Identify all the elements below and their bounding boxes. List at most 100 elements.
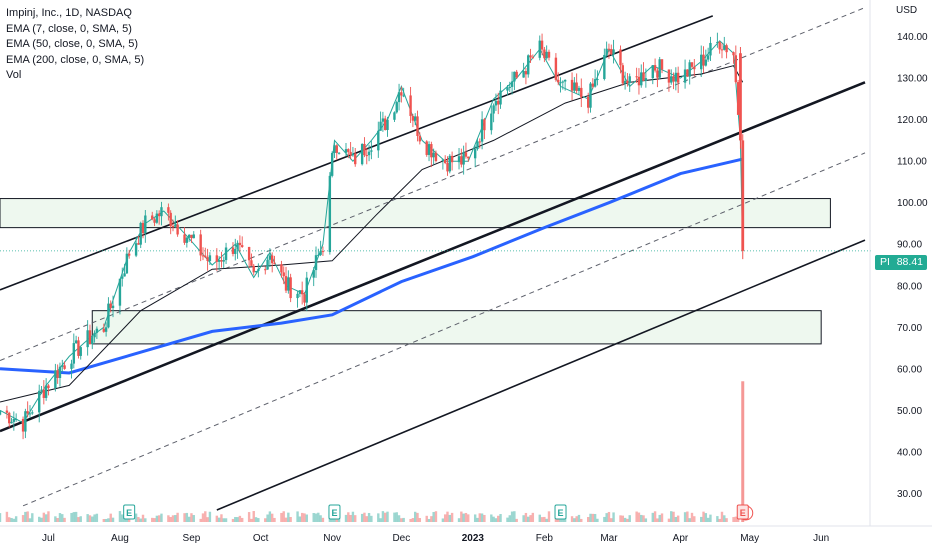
volume-bar [672, 511, 675, 522]
volume-bar [577, 514, 581, 522]
last-price-value: 88.41 [896, 256, 923, 268]
legend-title[interactable]: Impinj, Inc., 1D, NASDAQ [6, 7, 132, 19]
candle-body [644, 78, 648, 81]
candle-body [529, 55, 532, 58]
candle-body [21, 418, 25, 432]
volume-bar [492, 516, 495, 522]
volume-bar [686, 511, 689, 522]
candle-body [241, 245, 244, 247]
y-tick-label: 140.00 [897, 32, 928, 43]
volume-bar [201, 513, 205, 522]
candle-body [91, 337, 94, 345]
volume-bar [93, 514, 96, 522]
x-tick-label: Jul [42, 533, 55, 544]
candle-body [686, 69, 689, 77]
volume-bar [573, 518, 576, 522]
trend-line-1 [0, 7, 866, 361]
volume-bar [38, 516, 41, 522]
candle-body [38, 390, 41, 413]
candle-body [706, 55, 710, 60]
volume-bar [236, 517, 239, 522]
volume-bar [402, 517, 405, 522]
legend-ema7[interactable]: EMA (7, close, 0, SMA, 5) [6, 22, 132, 35]
volume-bar [10, 517, 13, 522]
x-tick-label: 2023 [462, 533, 485, 544]
candle-body [464, 152, 468, 157]
volume-bar [190, 513, 193, 522]
volume-bar [676, 515, 680, 522]
volume-bar [651, 512, 654, 522]
candle-body [570, 79, 574, 91]
volume-bar [397, 515, 401, 522]
candle-body [201, 255, 205, 257]
volume-bar [425, 515, 428, 522]
candle-body [190, 234, 193, 239]
trend-line-2 [0, 81, 866, 433]
last-price-symbol: PI [880, 256, 890, 268]
candle-body [183, 234, 186, 243]
volume-bar [591, 513, 595, 522]
candle-body [247, 246, 251, 261]
candle-body [317, 254, 320, 256]
volume-bar [270, 513, 274, 522]
candle-body [725, 45, 728, 53]
volume-bar [70, 512, 73, 522]
volume-bar [134, 513, 138, 522]
candle-body [409, 95, 412, 117]
volume-bar [300, 512, 304, 522]
candle-body [8, 412, 11, 424]
volume-bar [349, 514, 352, 522]
volume-bar [204, 511, 207, 522]
legend-ema50[interactable]: EMA (50, close, 0, SMA, 5) [6, 38, 139, 50]
volume-bar [490, 514, 493, 522]
volume-bar [250, 518, 253, 522]
volume-bar [187, 516, 191, 522]
volume-bar [538, 514, 541, 522]
candle-body [344, 149, 348, 153]
candle-body [524, 71, 528, 75]
candle-body [672, 76, 675, 82]
volume-bar [400, 518, 403, 522]
volume-bar [241, 517, 244, 522]
volume-bar [457, 518, 461, 522]
x-tick-label: Oct [253, 533, 269, 544]
candle-body [693, 66, 696, 70]
volume-bar [266, 514, 269, 522]
volume-bar [312, 512, 315, 522]
candle-body [104, 327, 108, 332]
volume-bar [155, 515, 159, 522]
volume-bar [296, 511, 299, 522]
candle-body [709, 42, 712, 56]
legend-ema200[interactable]: EMA (200, close, 0, SMA, 5) [6, 53, 145, 66]
candle-body [351, 153, 355, 156]
candle-body [732, 52, 735, 56]
candle-body [187, 234, 191, 238]
volume-bar [635, 511, 638, 522]
volume-bar [24, 511, 27, 522]
volume-bar [305, 514, 308, 522]
volume-bar [151, 517, 154, 522]
candle-body [462, 152, 465, 165]
volume-bar [508, 515, 511, 522]
candle-body [460, 156, 463, 165]
candle-body [670, 76, 673, 83]
volume-bar [167, 515, 170, 522]
volume-bar [522, 515, 525, 522]
legend-vol[interactable]: Vol [6, 69, 22, 81]
volume-bar [483, 514, 486, 522]
volume-bar [670, 511, 673, 522]
volume-bar [317, 512, 320, 522]
candle-body [736, 82, 740, 115]
volume-bar [704, 513, 708, 522]
candle-body [93, 332, 96, 338]
volume-bar [660, 513, 664, 522]
candle-body [167, 207, 170, 213]
volume-bar [395, 512, 398, 522]
volume-bar [619, 515, 622, 522]
y-tick-label: 90.00 [897, 240, 922, 251]
earnings-badge [123, 504, 136, 520]
candle-body [411, 116, 415, 121]
volume-bar [510, 511, 514, 522]
